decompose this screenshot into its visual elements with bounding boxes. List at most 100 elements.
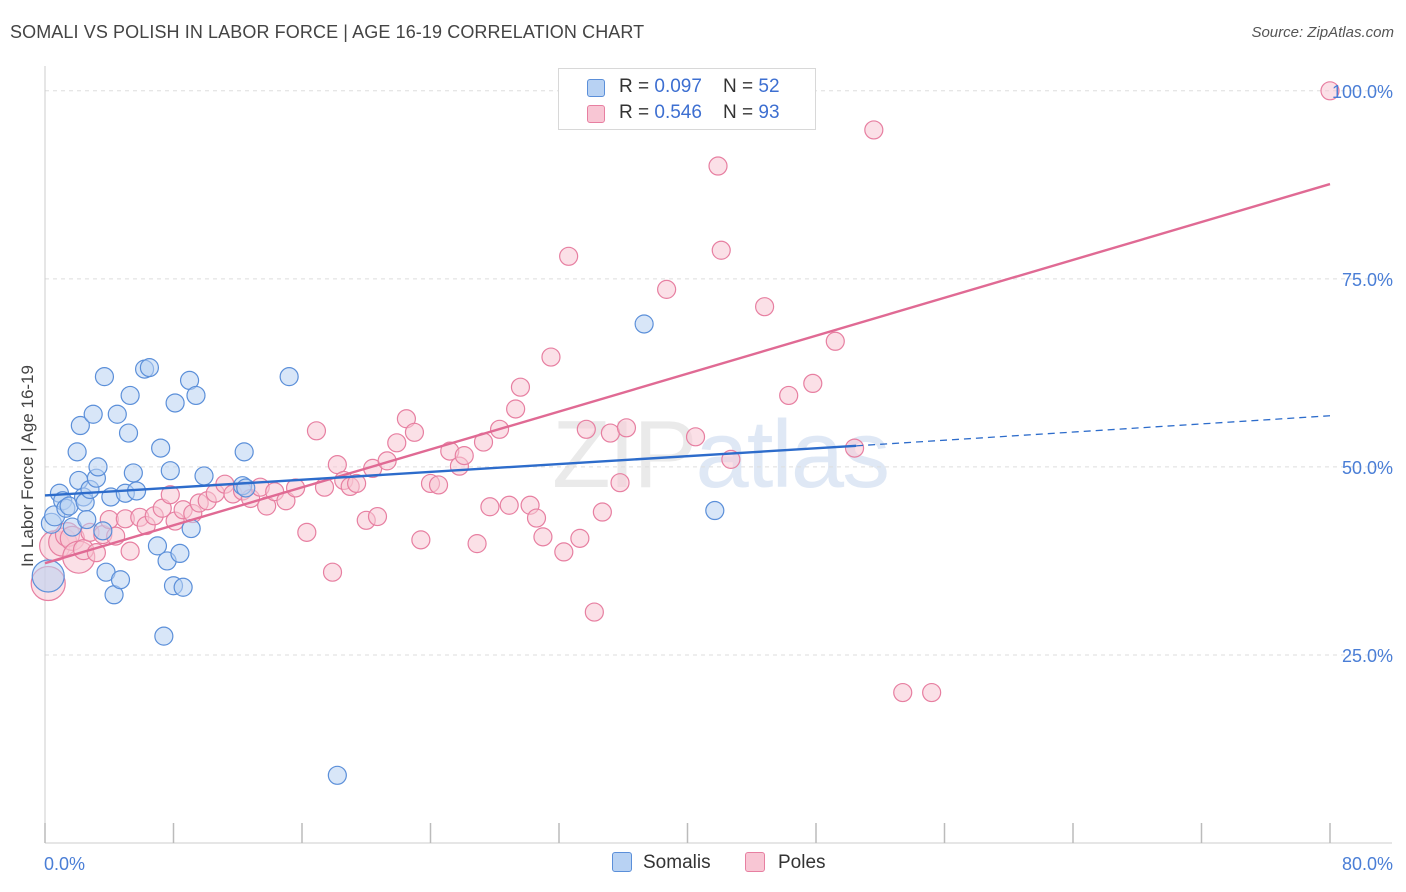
x-tick-label: 0.0% (44, 854, 85, 874)
somali-point (165, 393, 185, 413)
poles-point (454, 446, 474, 466)
somalis-r-value: 0.097 (654, 76, 702, 97)
poles-point (467, 534, 487, 554)
poles-point (708, 156, 728, 176)
poles-point (322, 562, 343, 582)
poles-point (428, 475, 449, 495)
somali-point (120, 385, 140, 406)
poles-point (541, 347, 561, 367)
poles-point (600, 423, 621, 443)
somali-point (151, 438, 171, 458)
somali-point (31, 559, 65, 593)
poles-point (685, 427, 706, 447)
poles-point (576, 419, 596, 439)
poles-point (779, 385, 799, 406)
poles-point (570, 528, 590, 548)
poles-point (411, 530, 431, 550)
poles-point (120, 541, 140, 561)
poles-r-label: R = (619, 102, 655, 123)
y-tick-label: 100.0% (1332, 82, 1393, 102)
poles-point (922, 682, 942, 703)
somali-point (77, 509, 97, 530)
poles-point (510, 377, 531, 397)
poles-n-value: 93 (758, 102, 780, 123)
poles-trend-line (44, 182, 1331, 565)
somali-point (705, 500, 725, 521)
poles-point (297, 522, 317, 542)
somali-point (67, 442, 87, 462)
somali-point (70, 415, 90, 436)
somali-trend-extension (856, 415, 1331, 447)
poles-point (864, 120, 884, 140)
correlation-legend: R = 0.097 N = 52 R = 0.546 N = 93 (558, 68, 816, 130)
somali-point (194, 466, 214, 486)
poles-point (347, 473, 367, 494)
poles-point (803, 373, 823, 394)
poles-point (657, 279, 677, 299)
poles-swatch (587, 105, 605, 123)
y-tick-label: 25.0% (1342, 646, 1393, 666)
tick-labels: 25.0% 50.0% 75.0% 100.0% 0.0% 80.0% (44, 82, 1393, 874)
somalis-n-value: 52 (758, 76, 780, 97)
somali-point (88, 457, 108, 477)
somali-point (139, 358, 160, 378)
chart-title: SOMALI VS POLISH IN LABOR FORCE | AGE 16… (10, 22, 645, 42)
poles-point (367, 506, 388, 527)
somali-point (94, 367, 115, 387)
poles-point (160, 485, 180, 505)
poles-r-value: 0.546 (654, 102, 702, 123)
poles-point (526, 508, 547, 528)
somali-point (110, 570, 131, 590)
somali-point (634, 314, 654, 334)
trend-lines (44, 182, 1331, 565)
poles-point (387, 433, 407, 453)
somali-point (160, 461, 180, 481)
poles-point (893, 682, 913, 703)
poles-point (480, 497, 500, 517)
poles-point (554, 542, 574, 562)
poles-point (533, 527, 553, 547)
poles-point (506, 399, 526, 419)
somali-point (123, 463, 143, 483)
somali-point (279, 367, 299, 387)
bottom-somalis-label: Somalis (643, 852, 711, 873)
y-axis-label: In Labor Force | Age 16-19 (18, 365, 37, 567)
poles-points (30, 81, 1340, 703)
poles-point (592, 502, 612, 522)
somali-point (154, 626, 174, 646)
somalis-n-label: N = (723, 76, 759, 97)
somali-point (170, 543, 190, 564)
poles-point (754, 297, 775, 317)
poles-point (1320, 81, 1340, 101)
bottom-poles-label: Poles (778, 852, 826, 873)
y-tick-label: 50.0% (1342, 458, 1393, 478)
somali-point (234, 442, 254, 462)
somalis-r-label: R = (619, 76, 655, 97)
poles-point (610, 473, 630, 493)
somali-point (107, 404, 127, 424)
somali-point (173, 577, 193, 597)
bottom-poles-swatch (745, 852, 765, 872)
poles-point (559, 246, 579, 266)
somali-point (118, 423, 139, 443)
somali-trend-line (44, 444, 857, 497)
poles-point (306, 421, 327, 441)
poles-point (711, 240, 731, 260)
somali-point (186, 385, 206, 406)
poles-n-label: N = (723, 102, 759, 123)
somali-point (147, 536, 168, 556)
poles-point (584, 602, 604, 622)
axes (44, 66, 1392, 844)
source-label: Source: ZipAtlas.com (1251, 24, 1394, 41)
somalis-swatch (587, 79, 605, 97)
somali-point (327, 765, 347, 785)
somali-point (93, 521, 113, 541)
poles-point (825, 331, 845, 351)
poles-point (377, 451, 397, 471)
poles-point (499, 495, 519, 515)
poles-point (844, 438, 865, 458)
y-tick-label: 75.0% (1342, 270, 1393, 290)
x-tick-label: 80.0% (1342, 854, 1393, 874)
poles-point (404, 422, 425, 442)
